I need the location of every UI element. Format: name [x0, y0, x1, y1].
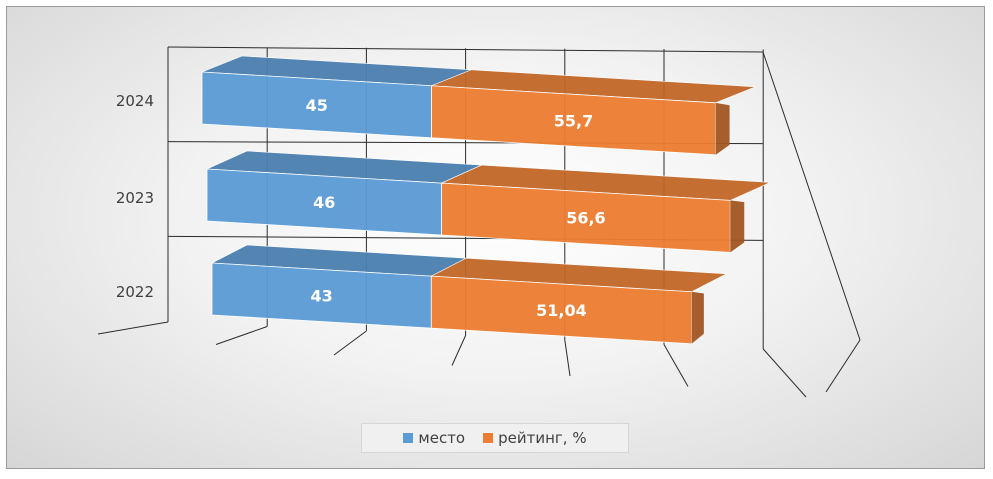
legend-label-reyting: рейтинг, % [498, 429, 587, 447]
data-label-2023-0: 46 [313, 193, 335, 212]
category-labels: 2022 2023 2024 [116, 92, 154, 301]
category-label-2024: 2024 [116, 92, 154, 110]
data-label-2022-0: 43 [311, 287, 333, 306]
wall-side-edge [762, 51, 861, 341]
floor-line [762, 348, 807, 398]
legend-swatch-mesto [403, 433, 414, 443]
floor-line [663, 344, 689, 387]
legend-item-mesto: место [403, 429, 465, 447]
floor-line [564, 339, 571, 377]
wall-side-edge [825, 339, 861, 393]
data-label-2023-1: 56,6 [566, 209, 605, 228]
bar-side-2024 [715, 102, 730, 155]
floor-line [451, 335, 467, 366]
bar-side-2022 [691, 291, 704, 344]
legend-swatch-reyting [483, 433, 494, 443]
bar-side-2023 [730, 200, 745, 253]
data-label-2022-1: 51,04 [536, 301, 587, 320]
wall-top-edge [167, 46, 764, 53]
data-label-2024-1: 55,7 [554, 111, 593, 130]
floor-line [97, 321, 169, 335]
floor-line [215, 326, 268, 345]
data-label-2024-0: 45 [306, 96, 328, 115]
floor-line [333, 330, 367, 356]
category-label-2022: 2022 [116, 283, 154, 301]
category-label-2023: 2023 [116, 189, 154, 207]
chart-legend: место рейтинг, % [361, 423, 629, 453]
legend-item-reyting: рейтинг, % [483, 429, 587, 447]
legend-label-mesto: место [418, 429, 466, 447]
bars: 43 51,04 46 56,6 45 55,7 [201, 55, 771, 345]
